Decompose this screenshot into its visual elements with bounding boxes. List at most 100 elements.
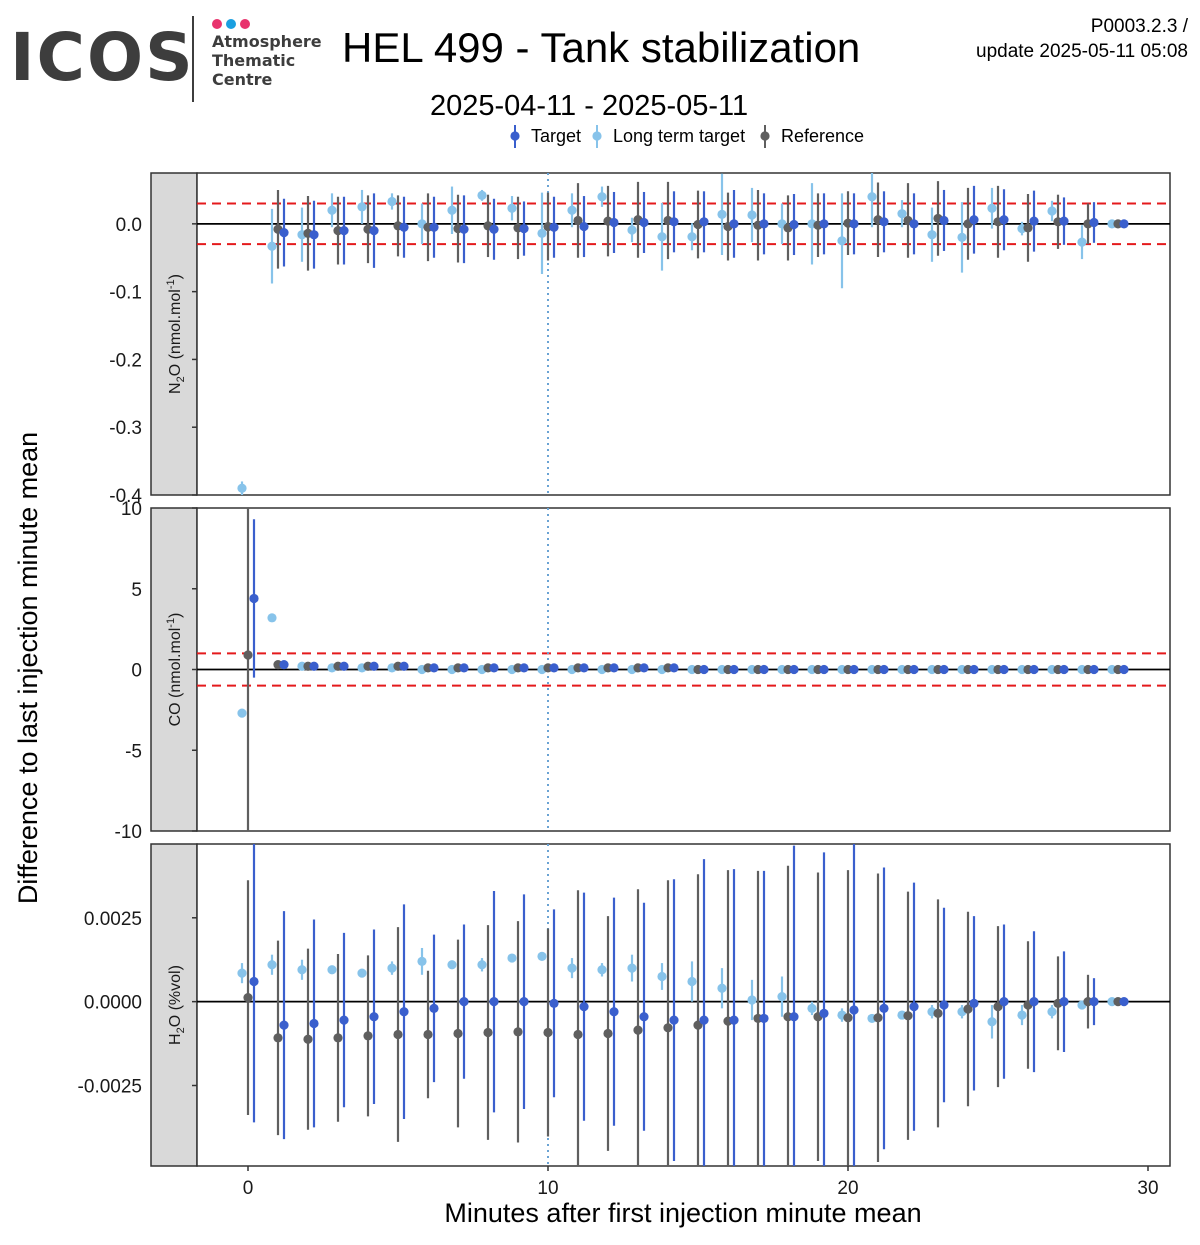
data-point — [789, 664, 799, 675]
data-point — [309, 230, 319, 240]
y-tick-label: -0.0025 — [78, 1077, 142, 1098]
data-point — [849, 219, 859, 229]
data-point — [933, 1008, 943, 1018]
data-point — [339, 226, 349, 236]
data-point — [633, 1025, 643, 1035]
data-point — [447, 960, 457, 970]
strip-n2o — [150, 172, 198, 496]
legend-label: Target — [531, 126, 581, 146]
data-point — [909, 219, 919, 229]
panel-co: CO (nmol.mol-1) 10 5 0 -5 -10 — [115, 499, 1171, 843]
logo-dots-icon — [212, 16, 254, 34]
data-point — [789, 219, 799, 230]
data-point — [867, 192, 877, 202]
data-point — [939, 1000, 949, 1010]
strip-label-n2o: N2O (nmol.mol-1) — [165, 274, 187, 394]
data-point — [729, 664, 739, 675]
x-axis-label: Minutes after first injection minute mea… — [444, 1198, 921, 1228]
y-tick-label: 0.0000 — [84, 993, 142, 1014]
data-point — [1119, 997, 1129, 1007]
data-point — [957, 232, 967, 242]
data-point — [657, 971, 667, 982]
data-point — [657, 232, 667, 242]
data-point — [579, 221, 589, 232]
data-point — [1089, 997, 1099, 1007]
data-point — [609, 217, 619, 228]
data-point — [483, 1027, 493, 1038]
data-point — [459, 663, 469, 673]
data-point — [1089, 664, 1099, 675]
data-point — [273, 1033, 283, 1043]
data-point — [963, 1004, 973, 1014]
data-point — [249, 593, 259, 604]
data-point — [729, 1015, 739, 1025]
series-target-h2o — [249, 844, 1129, 1166]
data-point — [477, 190, 487, 200]
data-point — [879, 1003, 889, 1013]
panel-n2o: N2O (nmol.mol-1) 0.0 -0.1 -0.2 -0.3 -0.4 — [109, 172, 1171, 507]
legend: Target Long term target Reference — [510, 125, 864, 148]
data-point — [369, 226, 379, 236]
data-point — [369, 661, 379, 671]
data-point — [309, 661, 319, 671]
data-point — [549, 222, 559, 232]
data-point — [309, 1018, 319, 1029]
data-point — [303, 1034, 313, 1044]
data-point — [639, 1012, 649, 1022]
y-tick-label: 5 — [131, 580, 142, 601]
data-point — [279, 228, 289, 238]
y-tick-label: 10 — [121, 499, 142, 520]
data-point — [1119, 664, 1129, 675]
data-point — [399, 1007, 409, 1017]
data-point — [1023, 223, 1033, 233]
data-point — [297, 965, 307, 975]
data-point — [507, 203, 517, 213]
data-point — [279, 1020, 289, 1030]
data-point — [357, 968, 367, 978]
data-point — [387, 963, 397, 973]
data-point — [237, 483, 247, 493]
data-point — [747, 995, 757, 1005]
data-point — [597, 192, 607, 202]
data-point — [999, 664, 1009, 675]
data-point — [909, 664, 919, 675]
strip-label-co: CO (nmol.mol-1) — [165, 613, 184, 727]
data-point — [237, 708, 247, 718]
data-point — [849, 1005, 859, 1015]
data-point — [477, 960, 487, 970]
data-point — [717, 209, 727, 219]
panel-plot-area-co — [197, 508, 1170, 831]
data-point — [819, 1008, 829, 1018]
data-point — [489, 224, 499, 234]
data-point — [873, 1013, 883, 1023]
data-point — [327, 965, 337, 975]
legend-item: Reference — [760, 125, 864, 148]
data-point — [729, 219, 739, 229]
chart-title: HEL 499 - Tank stabilization — [342, 24, 861, 71]
series-target-n2o — [279, 185, 1129, 269]
data-point — [417, 956, 427, 966]
data-point — [339, 1015, 349, 1025]
data-point — [603, 1028, 613, 1039]
data-point — [843, 1013, 853, 1023]
strip-label-h2o: H2O (%vol) — [167, 965, 187, 1045]
data-point — [1119, 219, 1129, 229]
y-tick-label: -10 — [115, 822, 142, 843]
data-point — [717, 983, 727, 993]
y-tick-label: 0.0 — [116, 215, 142, 236]
data-point — [399, 661, 409, 671]
data-point — [597, 965, 607, 975]
icos-wordmark: ICOS — [10, 19, 195, 96]
data-point — [747, 210, 757, 220]
data-point — [807, 1003, 817, 1013]
logo-subtitle-line: Centre — [212, 70, 273, 89]
data-point — [819, 664, 829, 675]
data-point — [459, 224, 469, 234]
data-point — [549, 998, 559, 1008]
logo-dot-icon — [226, 19, 236, 29]
data-point — [903, 1011, 913, 1021]
data-point — [999, 997, 1009, 1007]
data-point — [837, 236, 847, 246]
series-long-term-target-h2o — [237, 947, 1117, 1039]
data-point — [333, 1033, 343, 1043]
